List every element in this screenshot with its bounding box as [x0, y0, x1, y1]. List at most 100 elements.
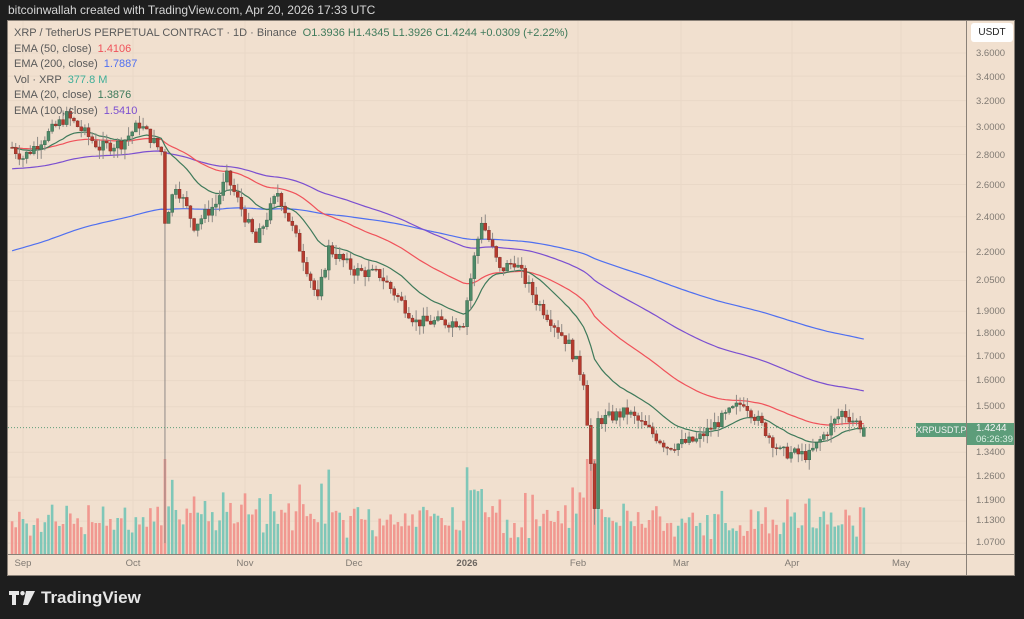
- volume-bar: [229, 502, 232, 554]
- volume-bar: [847, 515, 851, 554]
- candle: [509, 263, 513, 265]
- candle: [388, 282, 393, 289]
- candle: [614, 411, 619, 421]
- candle: [556, 327, 560, 333]
- candle: [640, 420, 644, 422]
- indicator-ema50[interactable]: EMA (50, close) 1.4106: [14, 42, 568, 58]
- price-tick: 3.4000: [976, 72, 1006, 83]
- chart-frame[interactable]: [7, 20, 1015, 576]
- candle: [279, 193, 284, 207]
- tradingview-logo[interactable]: TradingView: [9, 588, 141, 608]
- last-price: 1.4244: [976, 423, 1007, 434]
- volume-bar: [440, 517, 443, 554]
- candle: [862, 427, 866, 437]
- candle: [94, 140, 98, 148]
- symbol-row[interactable]: XRP / TetherUS PERPETUAL CONTRACT · 1D ·…: [14, 26, 568, 42]
- candle: [574, 355, 578, 360]
- candle: [596, 418, 600, 509]
- price-tick: 1.0700: [976, 537, 1006, 548]
- bar-countdown: 06:26:39: [976, 434, 1013, 445]
- candle: [86, 127, 91, 137]
- volume-bar: [272, 511, 276, 554]
- candle: [17, 153, 22, 160]
- volume-bar: [855, 536, 858, 554]
- candle: [399, 296, 404, 301]
- candle: [403, 300, 407, 314]
- indicator-value: 1.7887: [103, 58, 138, 70]
- volume-bar: [76, 518, 79, 554]
- candle: [629, 411, 633, 415]
- volume-bar: [604, 517, 607, 554]
- candle: [261, 226, 265, 229]
- candle: [301, 250, 305, 263]
- candle: [519, 264, 524, 269]
- volume-bar: [782, 522, 786, 554]
- candle: [742, 404, 746, 407]
- volume-bar: [32, 525, 36, 554]
- candle: [745, 406, 750, 411]
- candle: [501, 267, 506, 272]
- indicator-ema20[interactable]: EMA (20, close) 1.3876: [14, 88, 568, 104]
- candle: [79, 126, 83, 131]
- volume-bar: [695, 525, 698, 554]
- volume-bar: [793, 512, 796, 554]
- volume-bar: [538, 526, 542, 554]
- candle: [410, 317, 415, 323]
- candle: [447, 324, 451, 328]
- volume-bar: [101, 506, 105, 554]
- candle: [35, 146, 40, 150]
- volume-bar: [473, 489, 476, 554]
- volume-bar: [39, 531, 43, 554]
- candle: [378, 269, 382, 278]
- indicator-ema200[interactable]: EMA (200, close) 1.7887: [14, 57, 568, 73]
- indicator-value: 1.4106: [97, 42, 132, 55]
- currency-button[interactable]: USDT: [971, 23, 1013, 42]
- candle: [24, 151, 29, 159]
- volume-bar: [738, 525, 742, 554]
- candle: [563, 335, 568, 344]
- volume-bar: [840, 524, 844, 554]
- volume-bar: [524, 492, 527, 554]
- volume-bar: [192, 496, 196, 554]
- candle: [272, 196, 276, 204]
- volume-bar: [152, 521, 156, 554]
- volume-bar: [742, 535, 746, 554]
- candle: [661, 442, 666, 448]
- candle: [130, 131, 134, 137]
- volume-bar: [327, 469, 331, 554]
- candle: [585, 385, 589, 426]
- candle: [698, 433, 702, 439]
- volume-bar: [833, 526, 837, 554]
- volume-bar: [352, 508, 356, 554]
- volume-bar: [134, 517, 138, 554]
- indicator-volume[interactable]: Vol · XRP 377.8 M: [14, 73, 568, 89]
- indicator-label: EMA (20, close): [14, 89, 92, 101]
- candle: [221, 181, 225, 196]
- volume-bar: [542, 513, 545, 554]
- candle: [239, 197, 244, 210]
- candle: [610, 411, 615, 421]
- volume-bar: [804, 503, 807, 554]
- price-tick: 1.7000: [976, 351, 1006, 362]
- candle: [126, 135, 131, 141]
- candle: [64, 111, 69, 125]
- candle: [847, 416, 851, 423]
- volume-bar: [611, 520, 614, 554]
- volume-bar: [214, 530, 218, 554]
- candle: [538, 304, 542, 306]
- candle: [607, 411, 611, 416]
- candle: [206, 209, 211, 216]
- candle: [250, 219, 255, 233]
- volume-bar: [14, 527, 18, 554]
- attribution-text: bitcoinwallah created with TradingView.c…: [8, 3, 376, 17]
- candle: [527, 282, 531, 284]
- candle: [472, 255, 477, 279]
- candle: [796, 448, 801, 455]
- candle: [43, 140, 47, 145]
- volume-bar: [556, 510, 560, 554]
- price-chart-canvas[interactable]: [8, 21, 966, 554]
- volume-bar: [47, 514, 50, 554]
- indicator-ema100[interactable]: EMA (100, close) 1.5410: [14, 104, 568, 120]
- candle: [811, 447, 815, 451]
- time-tick: Mar: [672, 558, 690, 569]
